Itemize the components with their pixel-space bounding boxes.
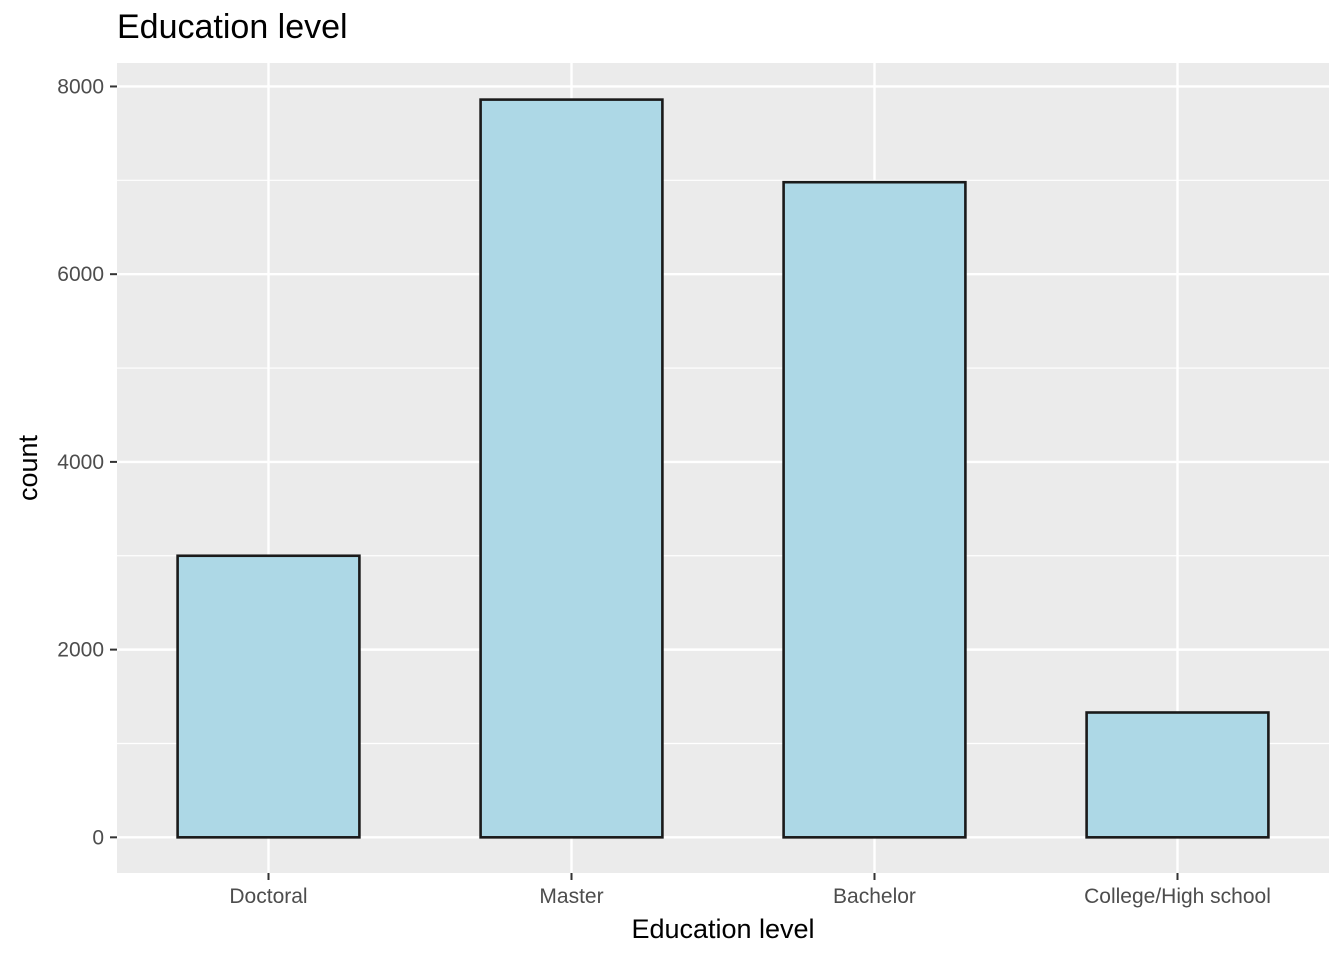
x-tick-label: Master <box>539 885 603 908</box>
chart-title: Education level <box>117 8 348 46</box>
y-tick-label: 0 <box>92 826 104 849</box>
y-tick-label: 2000 <box>57 639 104 662</box>
y-tick-label: 4000 <box>57 451 104 474</box>
x-tick-label: Bachelor <box>833 885 916 908</box>
y-axis-title: count <box>13 434 43 501</box>
y-tick-label: 8000 <box>57 75 104 98</box>
bar-master <box>479 98 664 839</box>
x-axis: Doctoral Master Bachelor College/High schoo… <box>229 873 1271 908</box>
bars <box>176 98 1270 839</box>
bar-doctoral <box>176 554 361 839</box>
y-tick-label: 6000 <box>57 263 104 286</box>
bar-bachelor <box>782 180 967 839</box>
x-tick-label: College/High school <box>1084 885 1271 908</box>
bar-college-high-school <box>1085 711 1270 839</box>
x-axis-title: Education level <box>631 914 814 944</box>
x-tick-label: Doctoral <box>229 885 307 908</box>
y-axis: 0 2000 4000 6000 8000 <box>57 75 117 849</box>
